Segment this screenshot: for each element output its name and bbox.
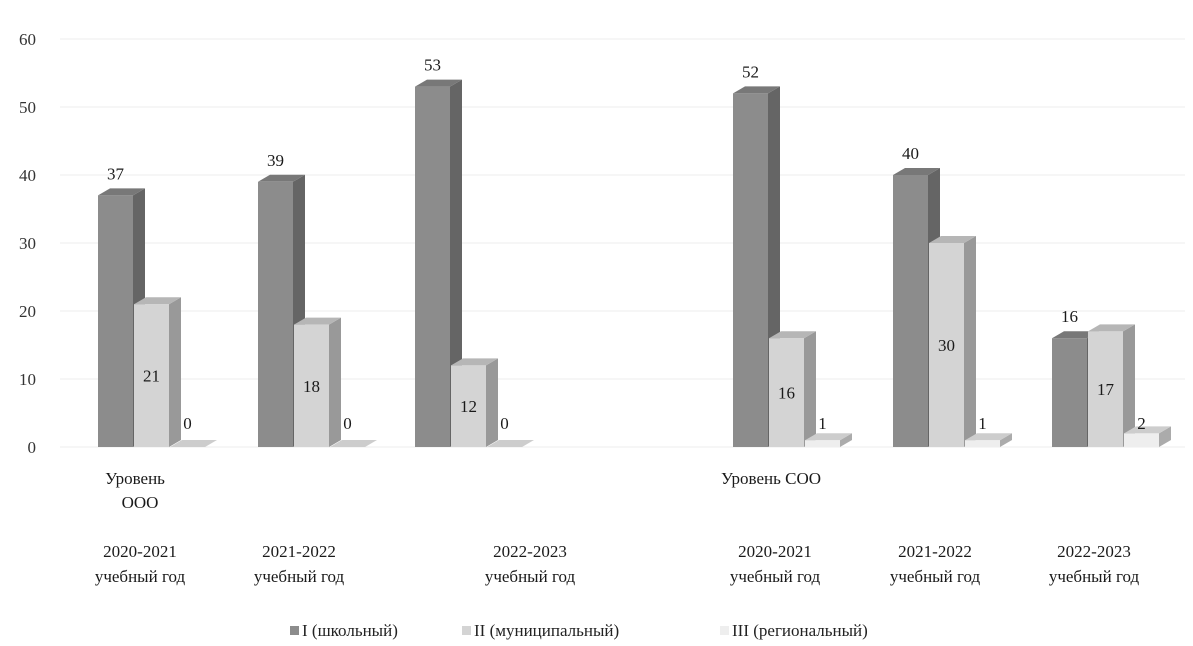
legend-label: I (школьный) (302, 621, 398, 640)
group-label: ООО (122, 493, 159, 512)
legend-label: III (региональный) (732, 621, 868, 640)
x-tick-label: учебный год (95, 567, 186, 586)
bar-side (840, 433, 852, 447)
x-tick-label: учебный год (890, 567, 981, 586)
data-label: 17 (1097, 380, 1115, 399)
bar-top (1088, 324, 1135, 332)
y-tick-label: 10 (19, 370, 36, 389)
x-tick-label: учебный год (485, 567, 576, 586)
x-tick-label: 2020-2021 (738, 542, 812, 561)
bar-top (733, 86, 780, 94)
data-label: 16 (1061, 307, 1078, 326)
bar-top (769, 331, 816, 339)
bar (451, 365, 486, 447)
data-label: 39 (267, 151, 284, 170)
bar-side (1000, 433, 1012, 447)
bar (415, 86, 450, 447)
bar-top (170, 440, 217, 447)
data-label: 18 (303, 377, 320, 396)
bar-top (487, 440, 534, 447)
bar (258, 181, 293, 448)
bar-side (169, 297, 181, 447)
bar-top (294, 317, 341, 325)
bar-top (451, 358, 498, 366)
bar-top (893, 168, 940, 175)
x-tick-label: 2020-2021 (103, 542, 177, 561)
x-tick-label: учебный год (1049, 567, 1140, 586)
y-tick-label: 20 (19, 302, 36, 321)
bar-top (258, 174, 305, 182)
data-label: 37 (107, 164, 125, 183)
x-tick-label: 2021-2022 (898, 542, 972, 561)
bar-top (1124, 426, 1171, 434)
data-label: 0 (500, 414, 509, 433)
x-tick-label: учебный год (730, 567, 821, 586)
legend-swatch (290, 626, 299, 635)
y-tick-label: 50 (19, 98, 36, 117)
bar (134, 304, 169, 447)
legend-swatch (720, 626, 729, 635)
group-label: Уровень СОО (721, 469, 821, 488)
data-label: 52 (742, 62, 759, 81)
y-tick-label: 0 (28, 438, 37, 457)
data-label: 53 (424, 56, 441, 75)
x-tick-label: 2022-2023 (1057, 542, 1131, 561)
bar (733, 93, 768, 448)
bar (805, 440, 840, 447)
bar-side (1123, 324, 1135, 447)
x-tick-label: учебный год (254, 567, 345, 586)
data-label: 16 (778, 384, 795, 403)
bar (1124, 433, 1159, 447)
bar (294, 324, 329, 447)
data-label: 1 (978, 414, 987, 433)
bar (1088, 331, 1123, 447)
data-label: 21 (143, 367, 160, 386)
y-tick-label: 30 (19, 234, 36, 253)
data-label: 30 (938, 336, 955, 355)
data-label: 0 (183, 414, 192, 433)
data-label: 12 (460, 397, 477, 416)
bar (893, 175, 928, 447)
y-tick-label: 60 (19, 30, 36, 49)
bar-side (1159, 426, 1171, 447)
legend-swatch (462, 626, 471, 635)
bar (929, 243, 964, 447)
data-label: 1 (818, 414, 827, 433)
bar (965, 440, 1000, 447)
bar (769, 338, 804, 447)
bar-top (134, 297, 181, 305)
bar (98, 195, 133, 447)
bar-side (804, 331, 816, 447)
bar-top (98, 188, 145, 196)
bar-top (415, 79, 462, 87)
bar-top (1052, 331, 1099, 339)
group-label: Уровень (105, 469, 165, 488)
bar-side (450, 79, 462, 447)
bar (1052, 338, 1087, 447)
data-label: 40 (902, 144, 919, 163)
bar-side (329, 317, 341, 447)
data-label: 0 (343, 414, 352, 433)
y-tick-label: 40 (19, 166, 36, 185)
legend-label: II (муниципальный) (474, 621, 619, 640)
x-tick-label: 2022-2023 (493, 542, 567, 561)
bar-top (805, 433, 852, 441)
bar-top (929, 236, 976, 243)
data-label: 2 (1137, 414, 1146, 433)
bar-side (964, 236, 976, 447)
x-tick-label: 2021-2022 (262, 542, 336, 561)
bar-side (486, 358, 498, 447)
bar-top (965, 433, 1012, 441)
bar-top (330, 440, 377, 447)
